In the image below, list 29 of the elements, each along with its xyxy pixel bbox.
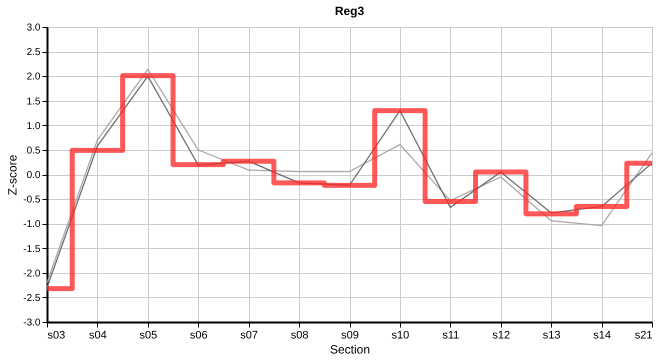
x-tick-label: s12 <box>492 330 510 342</box>
x-tick-label: s21 <box>634 330 652 342</box>
y-tick-label: -1.5 <box>23 244 41 255</box>
x-tick-label: s03 <box>48 330 66 342</box>
y-tick-label: -0.5 <box>23 194 41 206</box>
y-tick-label: -1.0 <box>23 219 41 230</box>
chart-title: Reg3 <box>334 4 364 18</box>
x-axis-title: Section <box>330 342 370 356</box>
x-tick-label: s04 <box>89 330 107 342</box>
y-tick-label: -2.0 <box>23 268 41 280</box>
y-tick-label: 2.5 <box>26 47 41 58</box>
x-tick-label: s06 <box>190 330 208 342</box>
y-axis-title: Z-score <box>5 154 20 196</box>
x-tick-label: s07 <box>240 330 258 342</box>
x-tick-label: s14 <box>593 330 611 342</box>
y-tick-label: -3.0 <box>23 318 41 328</box>
x-tick-label: s05 <box>139 330 158 342</box>
y-tick-label: -2.5 <box>23 292 41 304</box>
x-tick-label: s11 <box>442 330 460 342</box>
x-tick-label: s08 <box>290 330 308 342</box>
y-tick-label: 1.0 <box>26 120 41 132</box>
x-tick-label: s13 <box>542 330 561 342</box>
x-tick-label: s09 <box>341 330 359 342</box>
y-tick-label: 3.0 <box>26 22 41 34</box>
y-tick-label: 1.5 <box>26 96 41 108</box>
y-tick-label: 2.0 <box>26 72 41 83</box>
y-tick-label: 0.5 <box>26 145 41 156</box>
x-tick-label: s10 <box>392 330 410 342</box>
y-tick-label: 0.0 <box>26 170 41 181</box>
